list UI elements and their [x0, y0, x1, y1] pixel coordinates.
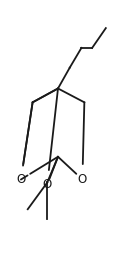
Text: O: O — [16, 173, 25, 186]
Text: O: O — [42, 178, 51, 191]
Text: O: O — [77, 173, 86, 186]
